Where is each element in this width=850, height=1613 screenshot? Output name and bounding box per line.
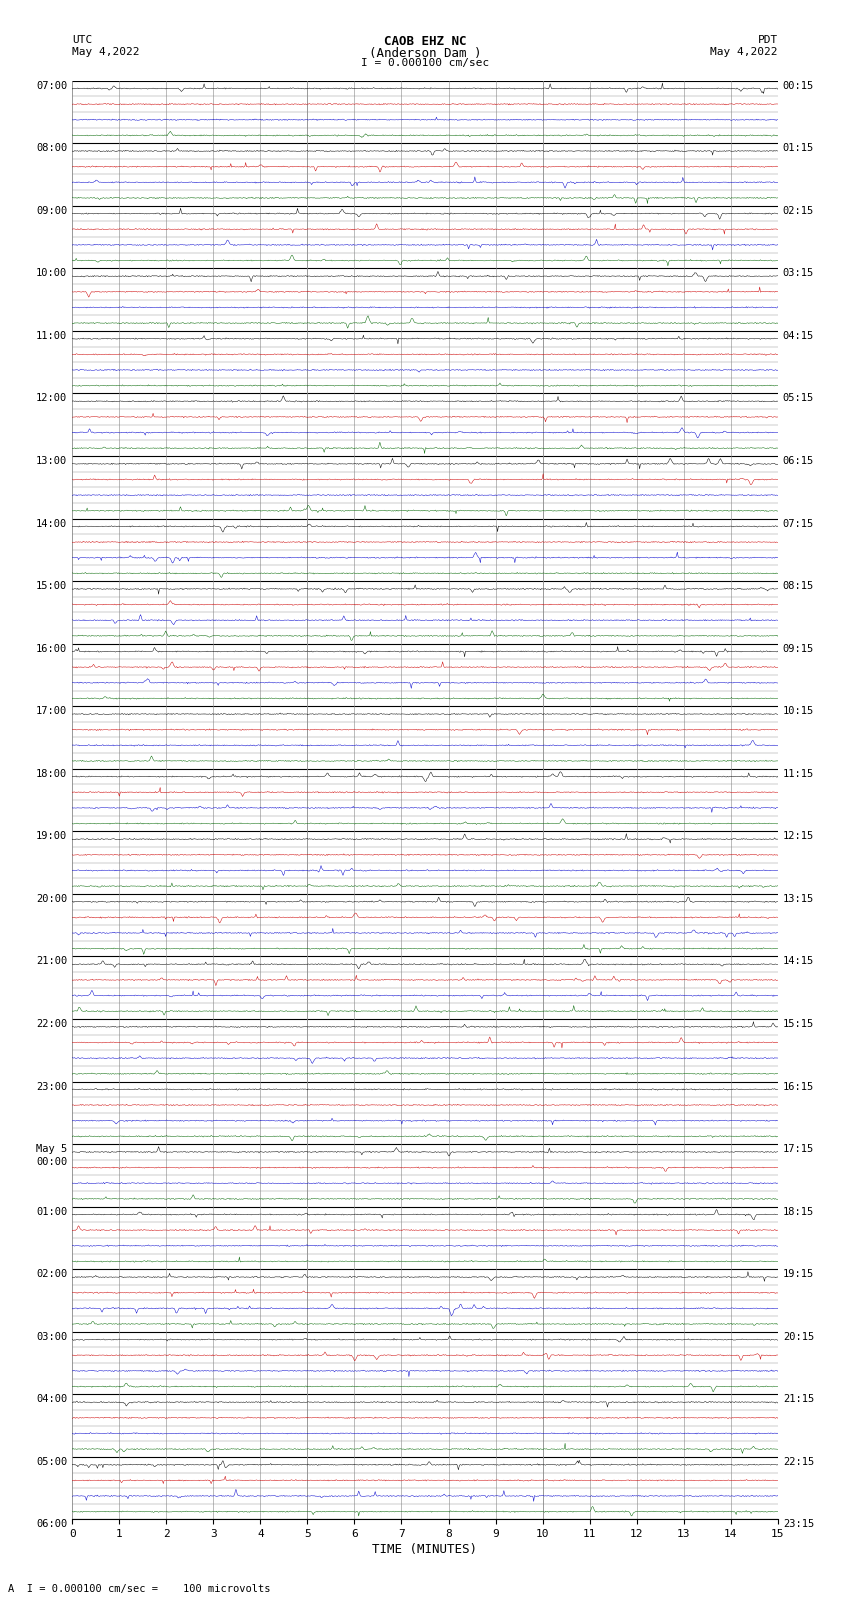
Text: May 5: May 5 (36, 1144, 67, 1155)
Text: 23:15: 23:15 (783, 1519, 814, 1529)
Text: 06:15: 06:15 (783, 456, 814, 466)
Text: I = 0.000100 cm/sec: I = 0.000100 cm/sec (361, 58, 489, 68)
Text: 02:00: 02:00 (36, 1269, 67, 1279)
Text: 13:15: 13:15 (783, 894, 814, 903)
Text: 05:00: 05:00 (36, 1457, 67, 1466)
Text: 15:15: 15:15 (783, 1019, 814, 1029)
Text: 05:15: 05:15 (783, 394, 814, 403)
Text: 07:00: 07:00 (36, 81, 67, 90)
Text: 04:15: 04:15 (783, 331, 814, 340)
Text: May 4,2022: May 4,2022 (711, 47, 778, 56)
Text: 11:15: 11:15 (783, 769, 814, 779)
Text: 17:00: 17:00 (36, 706, 67, 716)
Text: 23:00: 23:00 (36, 1082, 67, 1092)
Text: 11:00: 11:00 (36, 331, 67, 340)
Text: 19:00: 19:00 (36, 831, 67, 842)
Text: 12:15: 12:15 (783, 831, 814, 842)
Text: 00:15: 00:15 (783, 81, 814, 90)
Text: 20:00: 20:00 (36, 894, 67, 903)
Text: 00:00: 00:00 (36, 1157, 67, 1168)
Text: 18:15: 18:15 (783, 1207, 814, 1216)
Text: 15:00: 15:00 (36, 581, 67, 590)
Text: 21:15: 21:15 (783, 1394, 814, 1405)
Text: 08:15: 08:15 (783, 581, 814, 590)
Text: 22:00: 22:00 (36, 1019, 67, 1029)
Text: 01:00: 01:00 (36, 1207, 67, 1216)
Text: 22:15: 22:15 (783, 1457, 814, 1466)
Text: 19:15: 19:15 (783, 1269, 814, 1279)
Text: 06:00: 06:00 (36, 1519, 67, 1529)
Text: A  I = 0.000100 cm/sec =    100 microvolts: A I = 0.000100 cm/sec = 100 microvolts (8, 1584, 271, 1594)
Text: 21:00: 21:00 (36, 957, 67, 966)
Text: 20:15: 20:15 (783, 1332, 814, 1342)
Text: 08:00: 08:00 (36, 144, 67, 153)
Text: CAOB EHZ NC: CAOB EHZ NC (383, 35, 467, 48)
Text: 10:15: 10:15 (783, 706, 814, 716)
Text: 13:00: 13:00 (36, 456, 67, 466)
X-axis label: TIME (MINUTES): TIME (MINUTES) (372, 1544, 478, 1557)
Text: UTC: UTC (72, 35, 93, 45)
Text: 07:15: 07:15 (783, 518, 814, 529)
Text: 03:00: 03:00 (36, 1332, 67, 1342)
Text: 09:15: 09:15 (783, 644, 814, 653)
Text: May 4,2022: May 4,2022 (72, 47, 139, 56)
Text: 14:00: 14:00 (36, 518, 67, 529)
Text: 04:00: 04:00 (36, 1394, 67, 1405)
Text: 02:15: 02:15 (783, 206, 814, 216)
Text: 12:00: 12:00 (36, 394, 67, 403)
Text: (Anderson Dam ): (Anderson Dam ) (369, 47, 481, 60)
Text: 14:15: 14:15 (783, 957, 814, 966)
Text: 16:15: 16:15 (783, 1082, 814, 1092)
Text: 10:00: 10:00 (36, 268, 67, 279)
Text: 16:00: 16:00 (36, 644, 67, 653)
Text: 09:00: 09:00 (36, 206, 67, 216)
Text: 18:00: 18:00 (36, 769, 67, 779)
Text: 17:15: 17:15 (783, 1144, 814, 1155)
Text: PDT: PDT (757, 35, 778, 45)
Text: 01:15: 01:15 (783, 144, 814, 153)
Text: 03:15: 03:15 (783, 268, 814, 279)
